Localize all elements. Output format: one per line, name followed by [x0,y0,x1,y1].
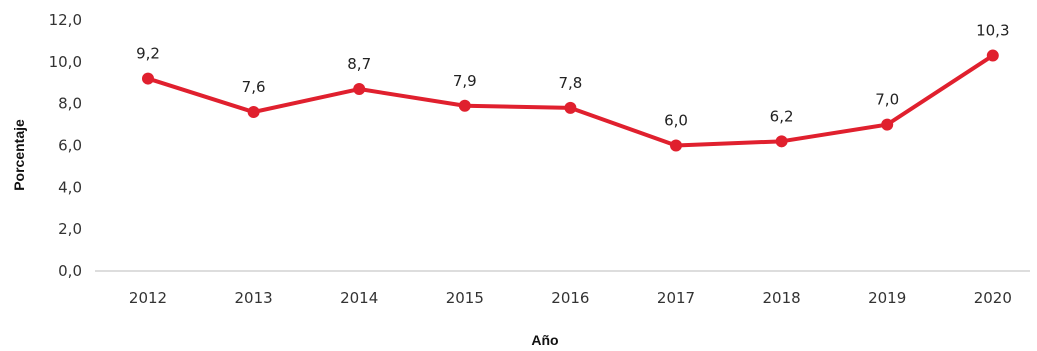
data-label: 9,2 [136,45,160,63]
data-point [881,118,894,131]
data-label: 6,0 [664,112,688,130]
data-point [142,72,154,85]
y-tick-label: 10,0 [49,53,82,71]
data-label: 7,9 [453,72,477,90]
x-tick-label: 2015 [446,289,484,307]
data-label: 10,3 [976,22,1009,40]
x-tick-label: 2013 [235,289,273,307]
x-tick-label: 2020 [974,289,1012,307]
y-tick-label: 6,0 [58,137,82,155]
x-axis-title: Año [531,332,558,348]
data-labels: 9,2 7,6 8,7 7,9 7,8 6,0 6,2 7,0 10,3 [136,22,1009,130]
y-tick-label: 12,0 [49,11,82,29]
x-tick-label: 2014 [340,289,378,307]
data-label: 7,8 [558,74,582,92]
data-point [353,83,366,96]
data-label: 7,6 [242,78,266,96]
data-point [247,106,260,119]
x-tick-label: 2016 [551,289,589,307]
y-tick-label: 8,0 [58,95,82,113]
y-tick-label: 0,0 [58,262,82,280]
x-tick-label: 2017 [657,289,695,307]
y-tick-label: 2,0 [58,220,82,238]
data-label: 7,0 [875,91,899,109]
series-line [146,53,995,148]
x-tick-label: 2019 [868,289,906,307]
x-axis-ticks: 2012 2013 2014 2015 2016 2017 2018 2019 2020 [129,289,1012,307]
data-point [670,139,682,152]
y-axis-ticks: 0,0 2,0 4,0 6,0 8,0 10,0 12,0 [49,11,82,280]
data-point [458,99,471,112]
data-label: 8,7 [347,55,371,73]
data-points [142,49,999,152]
y-axis-title: Porcentaje [11,119,27,191]
data-point [775,135,788,148]
data-point [986,49,999,62]
data-label: 6,2 [770,107,794,125]
x-tick-label: 2018 [763,289,801,307]
y-tick-label: 4,0 [58,178,82,196]
data-point [564,101,577,114]
x-tick-label: 2012 [129,289,167,307]
